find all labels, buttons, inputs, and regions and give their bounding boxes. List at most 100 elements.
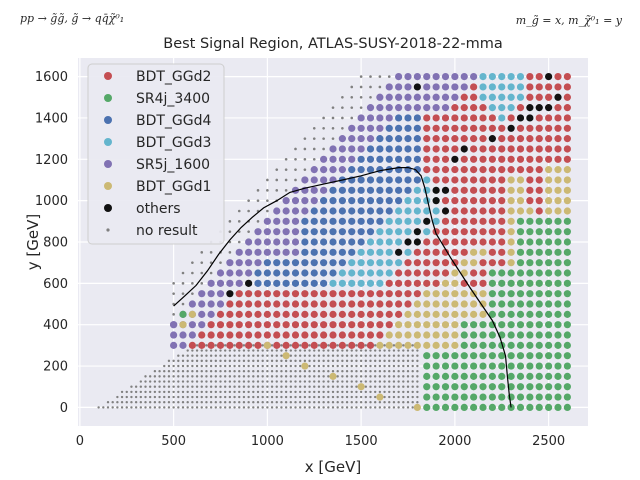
point-no-result xyxy=(317,354,321,357)
point-no-result xyxy=(186,349,189,352)
point-no-result xyxy=(242,359,246,363)
point-bdt_ggd2 xyxy=(451,104,459,112)
point-bdt_ggd4 xyxy=(301,269,309,277)
point-no-result xyxy=(294,349,297,352)
point-bdt_ggd2 xyxy=(451,248,459,256)
point-bdt_ggd3 xyxy=(357,259,365,267)
point-bdt_ggd3 xyxy=(395,217,403,225)
point-no-result xyxy=(378,75,382,78)
point-bdt_ggd2 xyxy=(451,176,459,184)
point-bdt_ggd2 xyxy=(460,104,468,112)
point-no-result xyxy=(298,406,302,409)
point-sr4j_3400 xyxy=(516,228,525,236)
point-bdt_ggd4 xyxy=(376,155,384,163)
point-bdt_ggd3 xyxy=(404,217,412,225)
point-bdt_ggd2 xyxy=(413,279,421,287)
point-no-result xyxy=(308,349,311,352)
point-sr5j_1600 xyxy=(179,331,187,339)
point-no-result xyxy=(275,178,279,182)
point-bdt_ggd4 xyxy=(329,207,337,215)
point-sr4j_3400 xyxy=(526,372,534,380)
point-no-result xyxy=(303,375,307,378)
point-bdt_ggd2 xyxy=(516,155,525,163)
point-bdt_ggd1 xyxy=(395,321,403,329)
point-bdt_ggd2 xyxy=(479,217,487,225)
point-sr4j_3400 xyxy=(423,383,431,391)
chart-title: Best Signal Region, ATLAS-SUSY-2018-22-m… xyxy=(163,36,502,52)
point-bdt_ggd2 xyxy=(395,310,403,318)
point-bdt_ggd2 xyxy=(366,310,375,318)
point-no-result xyxy=(317,395,321,399)
point-no-result xyxy=(205,390,208,394)
point-no-result xyxy=(209,385,213,388)
point-sr4j_3400 xyxy=(516,310,525,318)
point-no-result xyxy=(186,395,189,399)
point-no-result xyxy=(242,380,246,383)
point-no-result xyxy=(345,359,349,363)
point-bdt_ggd4 xyxy=(310,207,318,215)
point-no-result xyxy=(242,364,246,368)
point-no-result xyxy=(266,359,269,363)
point-no-result xyxy=(392,359,396,363)
point-no-result xyxy=(209,271,213,275)
point-no-result xyxy=(294,364,297,368)
point-bdt_ggd2 xyxy=(329,331,337,339)
point-no-result xyxy=(327,385,330,388)
point-sr4j_3400 xyxy=(516,372,525,380)
point-sr4j_3400 xyxy=(545,393,553,401)
point-no-result xyxy=(322,385,325,388)
point-no-result xyxy=(181,370,185,373)
point-no-result xyxy=(327,375,330,378)
point-sr4j_3400 xyxy=(460,331,468,339)
point-no-result xyxy=(336,364,339,368)
point-no-result xyxy=(313,385,316,388)
point-no-result xyxy=(359,380,363,383)
point-no-result xyxy=(238,390,241,394)
point-no-result xyxy=(317,375,321,378)
point-sr4j_3400 xyxy=(479,403,487,411)
point-bdt_ggd2 xyxy=(545,93,553,101)
point-no-result xyxy=(233,359,236,363)
point-no-result xyxy=(364,349,368,352)
point-sr5j_1600 xyxy=(235,269,243,277)
point-no-result xyxy=(181,385,185,388)
point-no-result xyxy=(130,395,133,399)
point-bdt_ggd4 xyxy=(385,155,393,163)
point-no-result xyxy=(209,261,213,264)
point-bdt_ggd2 xyxy=(320,331,328,339)
legend-marker xyxy=(104,94,112,102)
point-bdt_ggd4 xyxy=(254,279,262,287)
point-bdt_ggd4 xyxy=(310,217,318,225)
point-no-result xyxy=(359,390,363,394)
point-bdt_ggd2 xyxy=(451,166,459,174)
point-bdt_ggd1 xyxy=(554,186,562,194)
point-bdt_ggd4 xyxy=(320,248,328,256)
point-no-result xyxy=(209,390,213,394)
point-bdt_ggd2 xyxy=(488,259,496,267)
point-bdt_ggd3 xyxy=(488,93,496,101)
point-sr5j_1600 xyxy=(338,155,346,163)
point-no-result xyxy=(336,390,339,394)
point-bdt_ggd3 xyxy=(507,73,515,81)
point-no-result xyxy=(144,390,147,394)
point-bdt_ggd4 xyxy=(357,238,365,246)
point-bdt_ggd2 xyxy=(338,331,346,339)
point-no-result xyxy=(336,344,339,347)
point-bdt_ggd2 xyxy=(216,331,225,339)
point-no-result xyxy=(266,189,269,192)
point-no-result xyxy=(158,385,161,388)
point-sr4j_3400 xyxy=(535,403,543,411)
point-no-result xyxy=(341,95,344,99)
point-sr4j_3400 xyxy=(488,383,496,391)
point-no-result xyxy=(392,401,396,404)
legend-marker xyxy=(104,204,112,212)
point-no-result xyxy=(111,406,114,409)
point-no-result xyxy=(167,370,171,373)
point-no-result xyxy=(336,385,339,388)
point-no-result xyxy=(373,364,377,368)
point-bdt_ggd4 xyxy=(376,197,384,205)
point-bdt_ggd2 xyxy=(301,331,309,339)
point-bdt_ggd4 xyxy=(357,207,365,215)
point-no-result xyxy=(383,406,386,409)
point-no-result xyxy=(402,380,405,383)
